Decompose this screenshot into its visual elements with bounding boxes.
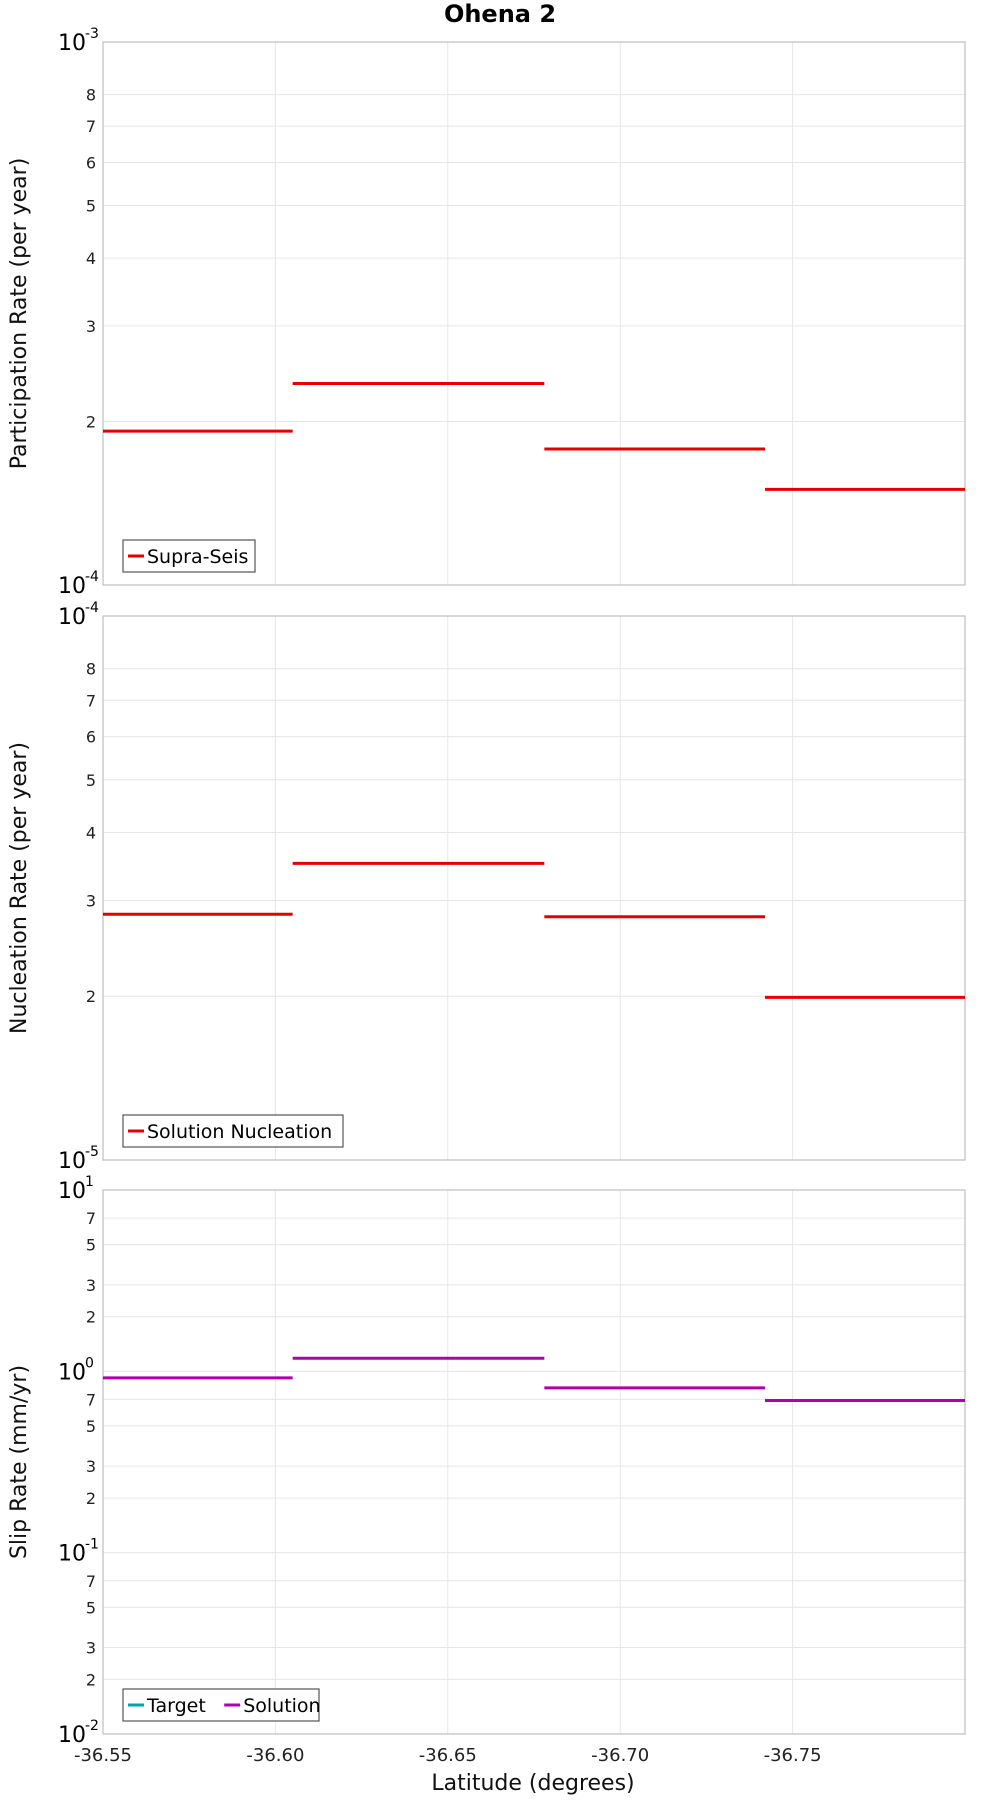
y-tick-label: 6 bbox=[86, 728, 96, 747]
chart-title: Ohena 2 bbox=[444, 0, 556, 28]
y-tick-label: 7 bbox=[86, 1209, 96, 1228]
y-tick-exponent: -4 bbox=[85, 569, 99, 585]
legend-label: Target bbox=[146, 1695, 206, 1717]
y-tick-label: 8 bbox=[86, 660, 96, 679]
y-tick-exponent: -2 bbox=[85, 1718, 99, 1734]
y-tick-exponent: -4 bbox=[85, 600, 99, 616]
x-tick-label: -36.65 bbox=[419, 1745, 477, 1766]
y-tick-label-major: 10 bbox=[58, 1149, 86, 1174]
y-tick-label: 3 bbox=[86, 1276, 96, 1295]
x-axis-label: Latitude (degrees) bbox=[431, 1771, 634, 1796]
y-tick-label: 8 bbox=[86, 86, 96, 105]
plot-frame bbox=[102, 1189, 966, 1735]
y-tick-label: 4 bbox=[86, 823, 96, 842]
y-tick-label: 7 bbox=[86, 691, 96, 710]
plot-frame bbox=[102, 41, 966, 586]
y-axis-label: Nucleation Rate (per year) bbox=[7, 742, 32, 1034]
y-tick-label: 7 bbox=[86, 1390, 96, 1409]
legend-label: Solution bbox=[243, 1695, 320, 1717]
y-tick-exponent: -1 bbox=[85, 1537, 99, 1553]
legend: Supra-Seis bbox=[122, 539, 256, 573]
y-tick-label: 2 bbox=[86, 1489, 96, 1508]
y-tick-exponent: 0 bbox=[85, 1355, 94, 1371]
legend-box bbox=[122, 1114, 344, 1148]
y-tick-label: 3 bbox=[86, 891, 96, 910]
y-tick-label-major: 10 bbox=[58, 1723, 86, 1748]
y-tick-label: 2 bbox=[86, 1308, 96, 1327]
y-tick-label: 5 bbox=[86, 1598, 96, 1617]
y-tick-label: 2 bbox=[86, 987, 96, 1006]
x-tick-label: -36.60 bbox=[246, 1745, 304, 1766]
y-axis-label: Participation Rate (per year) bbox=[7, 158, 32, 470]
y-tick-label-major: 10 bbox=[58, 574, 86, 599]
y-tick-label: 7 bbox=[86, 1572, 96, 1591]
y-tick-label: 4 bbox=[86, 249, 96, 268]
y-tick-label-major: 10 bbox=[58, 1179, 86, 1204]
x-tick-label: -36.55 bbox=[74, 1745, 132, 1766]
y-tick-label-major: 10 bbox=[58, 31, 86, 56]
y-axis-label: Slip Rate (mm/yr) bbox=[7, 1365, 32, 1559]
y-tick-label: 3 bbox=[86, 317, 96, 336]
y-tick-exponent: -3 bbox=[85, 26, 99, 42]
legend-box bbox=[122, 539, 256, 573]
y-tick-label: 3 bbox=[86, 1457, 96, 1476]
y-tick-exponent: -5 bbox=[85, 1144, 99, 1160]
y-tick-label: 5 bbox=[86, 196, 96, 215]
y-tick-label: 5 bbox=[86, 1417, 96, 1436]
legend: Target Solution bbox=[122, 1688, 321, 1722]
legend-label: Supra-Seis bbox=[147, 546, 248, 568]
legend-box bbox=[122, 1688, 320, 1722]
y-tick-label-major: 10 bbox=[58, 1360, 86, 1385]
x-tick-label: -36.75 bbox=[764, 1745, 822, 1766]
legend: Solution Nucleation bbox=[122, 1114, 344, 1148]
y-tick-label: 6 bbox=[86, 153, 96, 172]
y-tick-exponent: 1 bbox=[85, 1174, 94, 1190]
plot-frame bbox=[102, 615, 966, 1161]
y-tick-label-major: 10 bbox=[58, 1542, 86, 1567]
y-tick-label: 3 bbox=[86, 1638, 96, 1657]
legend-label: Solution Nucleation bbox=[147, 1121, 332, 1143]
y-tick-label-major: 10 bbox=[58, 605, 86, 630]
y-tick-label: 7 bbox=[86, 117, 96, 136]
y-tick-label: 5 bbox=[86, 1236, 96, 1255]
y-tick-label: 2 bbox=[86, 413, 96, 432]
y-tick-label: 2 bbox=[86, 1670, 96, 1689]
y-tick-label: 5 bbox=[86, 771, 96, 790]
x-tick-label: -36.70 bbox=[591, 1745, 649, 1766]
